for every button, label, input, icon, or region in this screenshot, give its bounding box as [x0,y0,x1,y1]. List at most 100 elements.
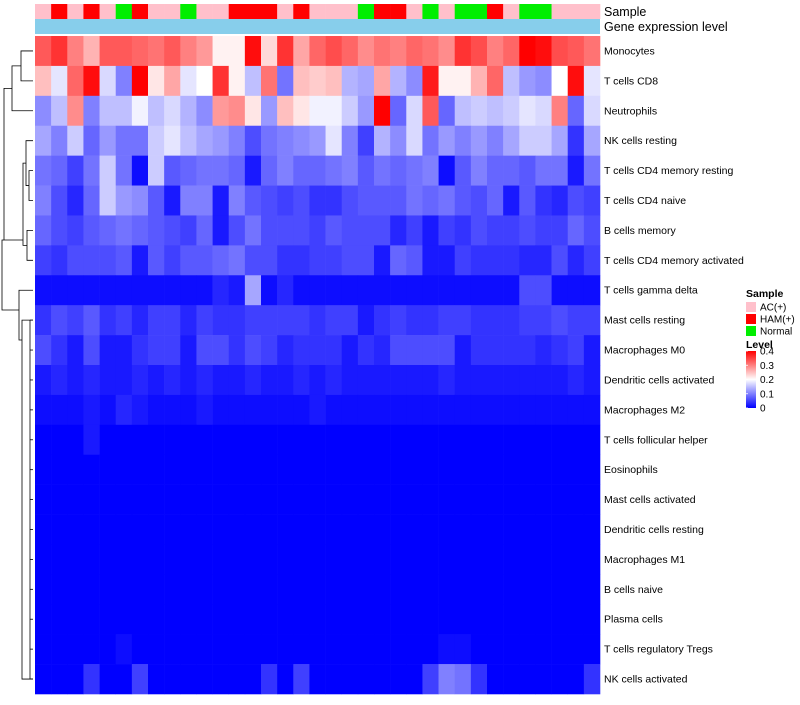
heatmap-cell [357,155,375,186]
heatmap-cell [487,514,504,545]
heatmap-cell [35,454,52,485]
heatmap-cell [583,65,601,97]
heatmap-cell [551,185,569,216]
heatmap-cell [357,95,375,127]
heatmap-cell [390,424,407,456]
heatmap-cell [470,664,488,695]
heatmap-cell [131,394,149,426]
heatmap-cell [164,275,181,306]
heatmap-cell [470,634,488,665]
heatmap-cell [357,604,375,635]
heatmap-cell [212,544,230,575]
heatmap-cell [406,664,423,695]
heatmap-cell [51,305,68,336]
heatmap-cell [115,95,133,127]
heatmap-cell [196,634,213,665]
heatmap-cell [309,604,326,635]
heatmap-cell [115,305,133,336]
heatmap-cell [390,484,407,515]
heatmap-cell [374,65,391,97]
sample-annotation-cell [164,4,181,19]
heatmap-cell [390,604,407,635]
heatmap-cell [83,365,100,396]
sample-annotation-cell [374,4,391,19]
heatmap-cell [244,335,262,366]
heatmap-cell [438,365,456,396]
heatmap-cell [309,245,326,276]
heatmap-cell [519,125,536,156]
heatmap-cell [51,544,68,575]
heatmap-cell [261,245,278,276]
heatmap-cell [83,185,100,216]
heatmap-cell [164,95,181,127]
heatmap-cell [293,574,310,605]
heatmap-cell [374,664,391,695]
heatmap-cell [228,95,246,127]
heatmap-cell [67,604,84,635]
heatmap-cell [228,664,246,695]
heatmap-cell [293,305,310,336]
heatmap-cell [180,365,197,396]
heatmap-cell [422,245,439,276]
heatmap-cell [212,245,230,276]
heatmap-cell [406,215,423,246]
heatmap-cell [228,514,246,545]
heatmap-cell [212,424,230,456]
heatmap-cell [422,664,439,695]
heatmap-cell [470,604,488,635]
sample-annotation-cell [261,4,278,19]
heatmap-cell [99,36,117,67]
heatmap-cell [454,544,472,575]
heatmap-cell [390,335,407,366]
heatmap-cell [454,484,472,515]
row-label: T cells CD4 naive [604,195,686,207]
heatmap-cell [244,275,262,306]
heatmap-cell [535,454,552,485]
heatmap-cell [228,245,246,276]
heatmap-cell [293,664,310,695]
sample-annotation-cell [519,4,536,19]
heatmap-cell [567,634,585,665]
heatmap-cell [325,275,343,306]
heatmap-cell [261,305,278,336]
legend-level-tick-label: 0.4 [760,347,774,358]
heatmap-cell [519,484,536,515]
heatmap-cell [293,604,310,635]
heatmap-cell [422,215,439,246]
heatmap-cell [357,65,375,97]
heatmap-cell [422,394,439,426]
sample-annotation-cell [180,4,197,19]
heatmap-cell [583,514,601,545]
heatmap-cell [212,664,230,695]
heatmap-cell [567,514,585,545]
heatmap-cell [131,305,149,336]
heatmap-cell [51,245,68,276]
heatmap-cell [196,514,213,545]
heatmap-cell [309,424,326,456]
heatmap-cell [212,604,230,635]
legend-sample-title: Sample [746,288,784,300]
heatmap-cell [438,574,456,605]
heatmap-cell [309,365,326,396]
heatmap-cell [567,305,585,336]
heatmap-cell [454,335,472,366]
sample-annotation-cell [422,4,439,19]
heatmap-cell [390,305,407,336]
heatmap-cell [244,305,262,336]
heatmap-cell [535,36,552,67]
heatmap-cell [180,335,197,366]
legend-level-colorbar [746,351,756,408]
heatmap-cell [83,65,100,97]
heatmap-cell [115,65,133,97]
heatmap-cell [148,155,165,186]
heatmap-cell [261,604,278,635]
heatmap-cell [503,664,520,695]
heatmap-cell [567,454,585,485]
heatmap-cell [148,305,165,336]
heatmap-cell [438,185,456,216]
sample-annotation-cell [35,4,52,19]
heatmap-cell [67,394,84,426]
heatmap-cell [261,574,278,605]
sample-annotation-cell [567,4,585,19]
heatmap-cell [212,634,230,665]
